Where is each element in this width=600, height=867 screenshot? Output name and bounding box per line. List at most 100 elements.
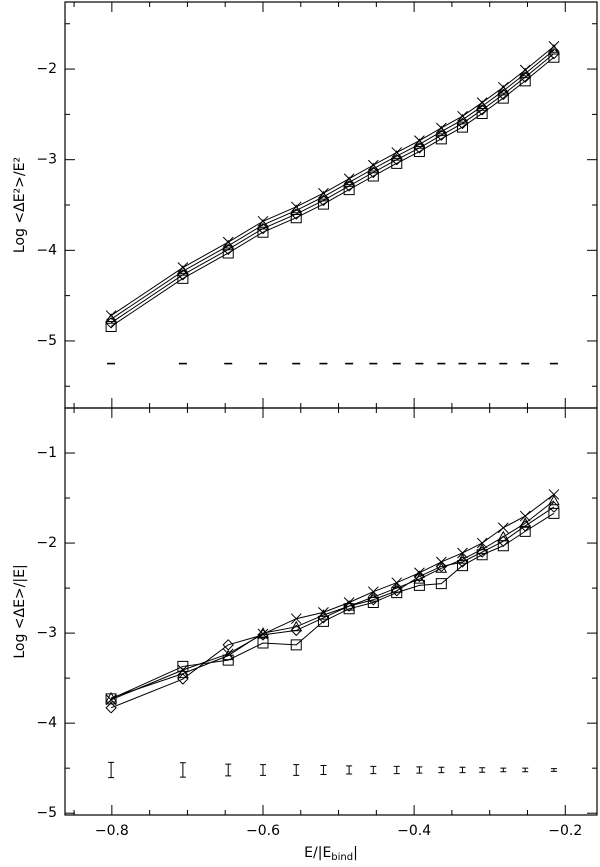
marker-square — [105, 693, 117, 705]
error-bar — [459, 766, 466, 774]
marker-cross — [519, 510, 531, 522]
marker-square — [476, 107, 488, 119]
marker-square — [519, 75, 531, 87]
marker-square — [391, 587, 403, 599]
x-tick-label: −0.2 — [548, 823, 582, 839]
error-bar — [550, 768, 557, 772]
y-axis-label: Log <ΔE²>/E² — [12, 157, 28, 253]
y-tick-label: −2 — [36, 61, 57, 77]
marker-cross — [457, 110, 468, 122]
marker-square — [290, 639, 302, 651]
error-bar — [179, 762, 186, 778]
marker-diamond — [435, 560, 448, 573]
marker-cross — [497, 522, 509, 534]
x-tick-label: −0.8 — [95, 823, 129, 839]
marker-cross — [222, 236, 234, 248]
marker-cross — [177, 262, 189, 273]
marker-square — [343, 603, 355, 615]
marker-cross — [367, 159, 379, 171]
x-axis-label-sub: bind — [331, 852, 353, 863]
marker-cross — [435, 122, 447, 134]
x-axis-label-part: | — [353, 845, 358, 861]
marker-cross — [548, 489, 560, 500]
marker-triangle — [548, 494, 560, 506]
marker-triangle — [177, 667, 189, 679]
marker-square — [317, 198, 329, 210]
marker-diamond — [476, 546, 488, 558]
error-bar — [522, 767, 529, 773]
marker-square — [497, 92, 509, 104]
y-tick-label: −2 — [36, 535, 57, 551]
series-line — [110, 56, 555, 327]
marker-cross — [519, 64, 531, 76]
error-bar — [108, 761, 115, 779]
marker-cross — [497, 81, 509, 93]
marker-square — [497, 540, 509, 552]
marker-square — [391, 157, 403, 169]
error-bar — [293, 764, 300, 776]
series-line — [110, 49, 555, 320]
marker-cross — [414, 135, 425, 147]
marker-square — [222, 654, 234, 666]
marker-diamond — [222, 639, 234, 651]
series-line — [110, 53, 555, 324]
series-line — [110, 500, 555, 699]
marker-cross — [290, 201, 302, 213]
marker-square — [177, 272, 189, 284]
plot-frame — [64, 1, 598, 409]
y-tick-label: −3 — [36, 152, 57, 168]
y-tick-label: −4 — [36, 715, 57, 731]
marker-cross — [318, 187, 329, 199]
marker-triangle — [105, 313, 117, 324]
error-bar — [438, 766, 445, 774]
error-bar — [393, 765, 400, 775]
marker-square — [367, 596, 379, 608]
marker-diamond — [413, 570, 426, 583]
marker-square — [435, 133, 447, 145]
x-tick-label: −0.6 — [246, 823, 280, 839]
marker-cross — [414, 567, 425, 579]
marker-cross — [476, 97, 488, 108]
marker-square — [435, 578, 447, 590]
marker-square — [222, 247, 234, 259]
marker-cross — [290, 613, 302, 625]
marker-square — [343, 184, 355, 196]
marker-square — [476, 549, 488, 561]
y-tick-label: −5 — [36, 333, 57, 349]
marker-cross — [476, 537, 488, 549]
marker-diamond — [367, 594, 380, 606]
marker-cross — [391, 147, 403, 158]
marker-diamond — [548, 501, 560, 513]
error-bar — [500, 767, 507, 773]
x-axis-label: E/|Ebind| — [304, 845, 358, 863]
marker-square — [413, 146, 425, 158]
marker-diamond — [290, 624, 302, 637]
marker-square — [456, 121, 468, 133]
marker-cross — [343, 597, 355, 608]
error-bar — [346, 765, 353, 775]
series-line — [110, 46, 555, 316]
error-bar — [479, 767, 486, 773]
y-axis-label: Log <ΔE>/|E| — [12, 564, 28, 658]
marker-square — [105, 320, 117, 332]
error-bar — [259, 764, 266, 776]
error-bar — [370, 765, 377, 775]
marker-cross — [457, 547, 468, 559]
y-tick-label: −1 — [36, 445, 57, 461]
marker-cross — [177, 664, 189, 676]
x-tick-label: −0.4 — [397, 823, 431, 839]
series-line — [110, 512, 555, 700]
marker-square — [257, 226, 269, 238]
marker-diamond — [343, 600, 355, 612]
marker-diamond — [105, 702, 117, 714]
y-tick-label: −3 — [36, 625, 57, 641]
marker-square — [317, 615, 329, 627]
marker-square — [367, 170, 379, 182]
error-bar — [416, 766, 423, 774]
marker-square — [548, 51, 560, 63]
marker-cross — [105, 310, 117, 321]
marker-square — [456, 560, 468, 572]
marker-diamond — [177, 673, 189, 685]
